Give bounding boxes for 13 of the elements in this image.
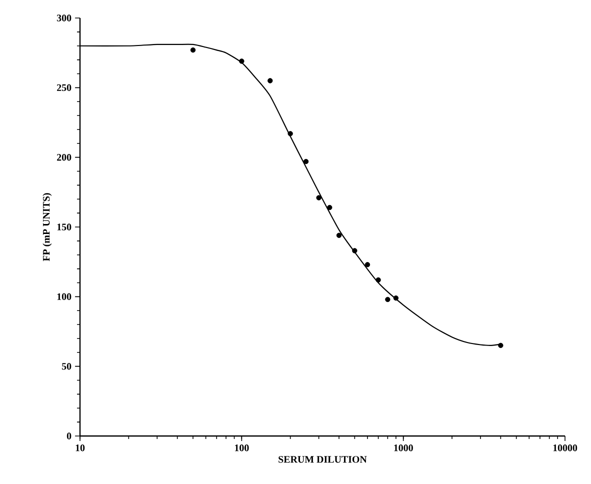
x-tick-label: 1000 xyxy=(394,444,413,452)
x-axis-title: SERUM DILUTION xyxy=(278,456,367,463)
y-axis-title: FP (mP UNITS) xyxy=(42,193,52,262)
y-tick-label: 0 xyxy=(66,432,72,440)
x-tick-label: 10 xyxy=(76,444,85,452)
x-tick-label: 10000 xyxy=(553,444,578,452)
y-tick-label: 150 xyxy=(57,224,72,230)
y-tick-label: 250 xyxy=(57,84,72,92)
x-tick-label: 100 xyxy=(234,444,249,452)
y-tick-label: 300 xyxy=(56,14,72,22)
y-tick-label: 50 xyxy=(62,362,72,370)
y-tick-label: 100 xyxy=(57,293,72,300)
y-tick-label: 200 xyxy=(57,154,72,161)
